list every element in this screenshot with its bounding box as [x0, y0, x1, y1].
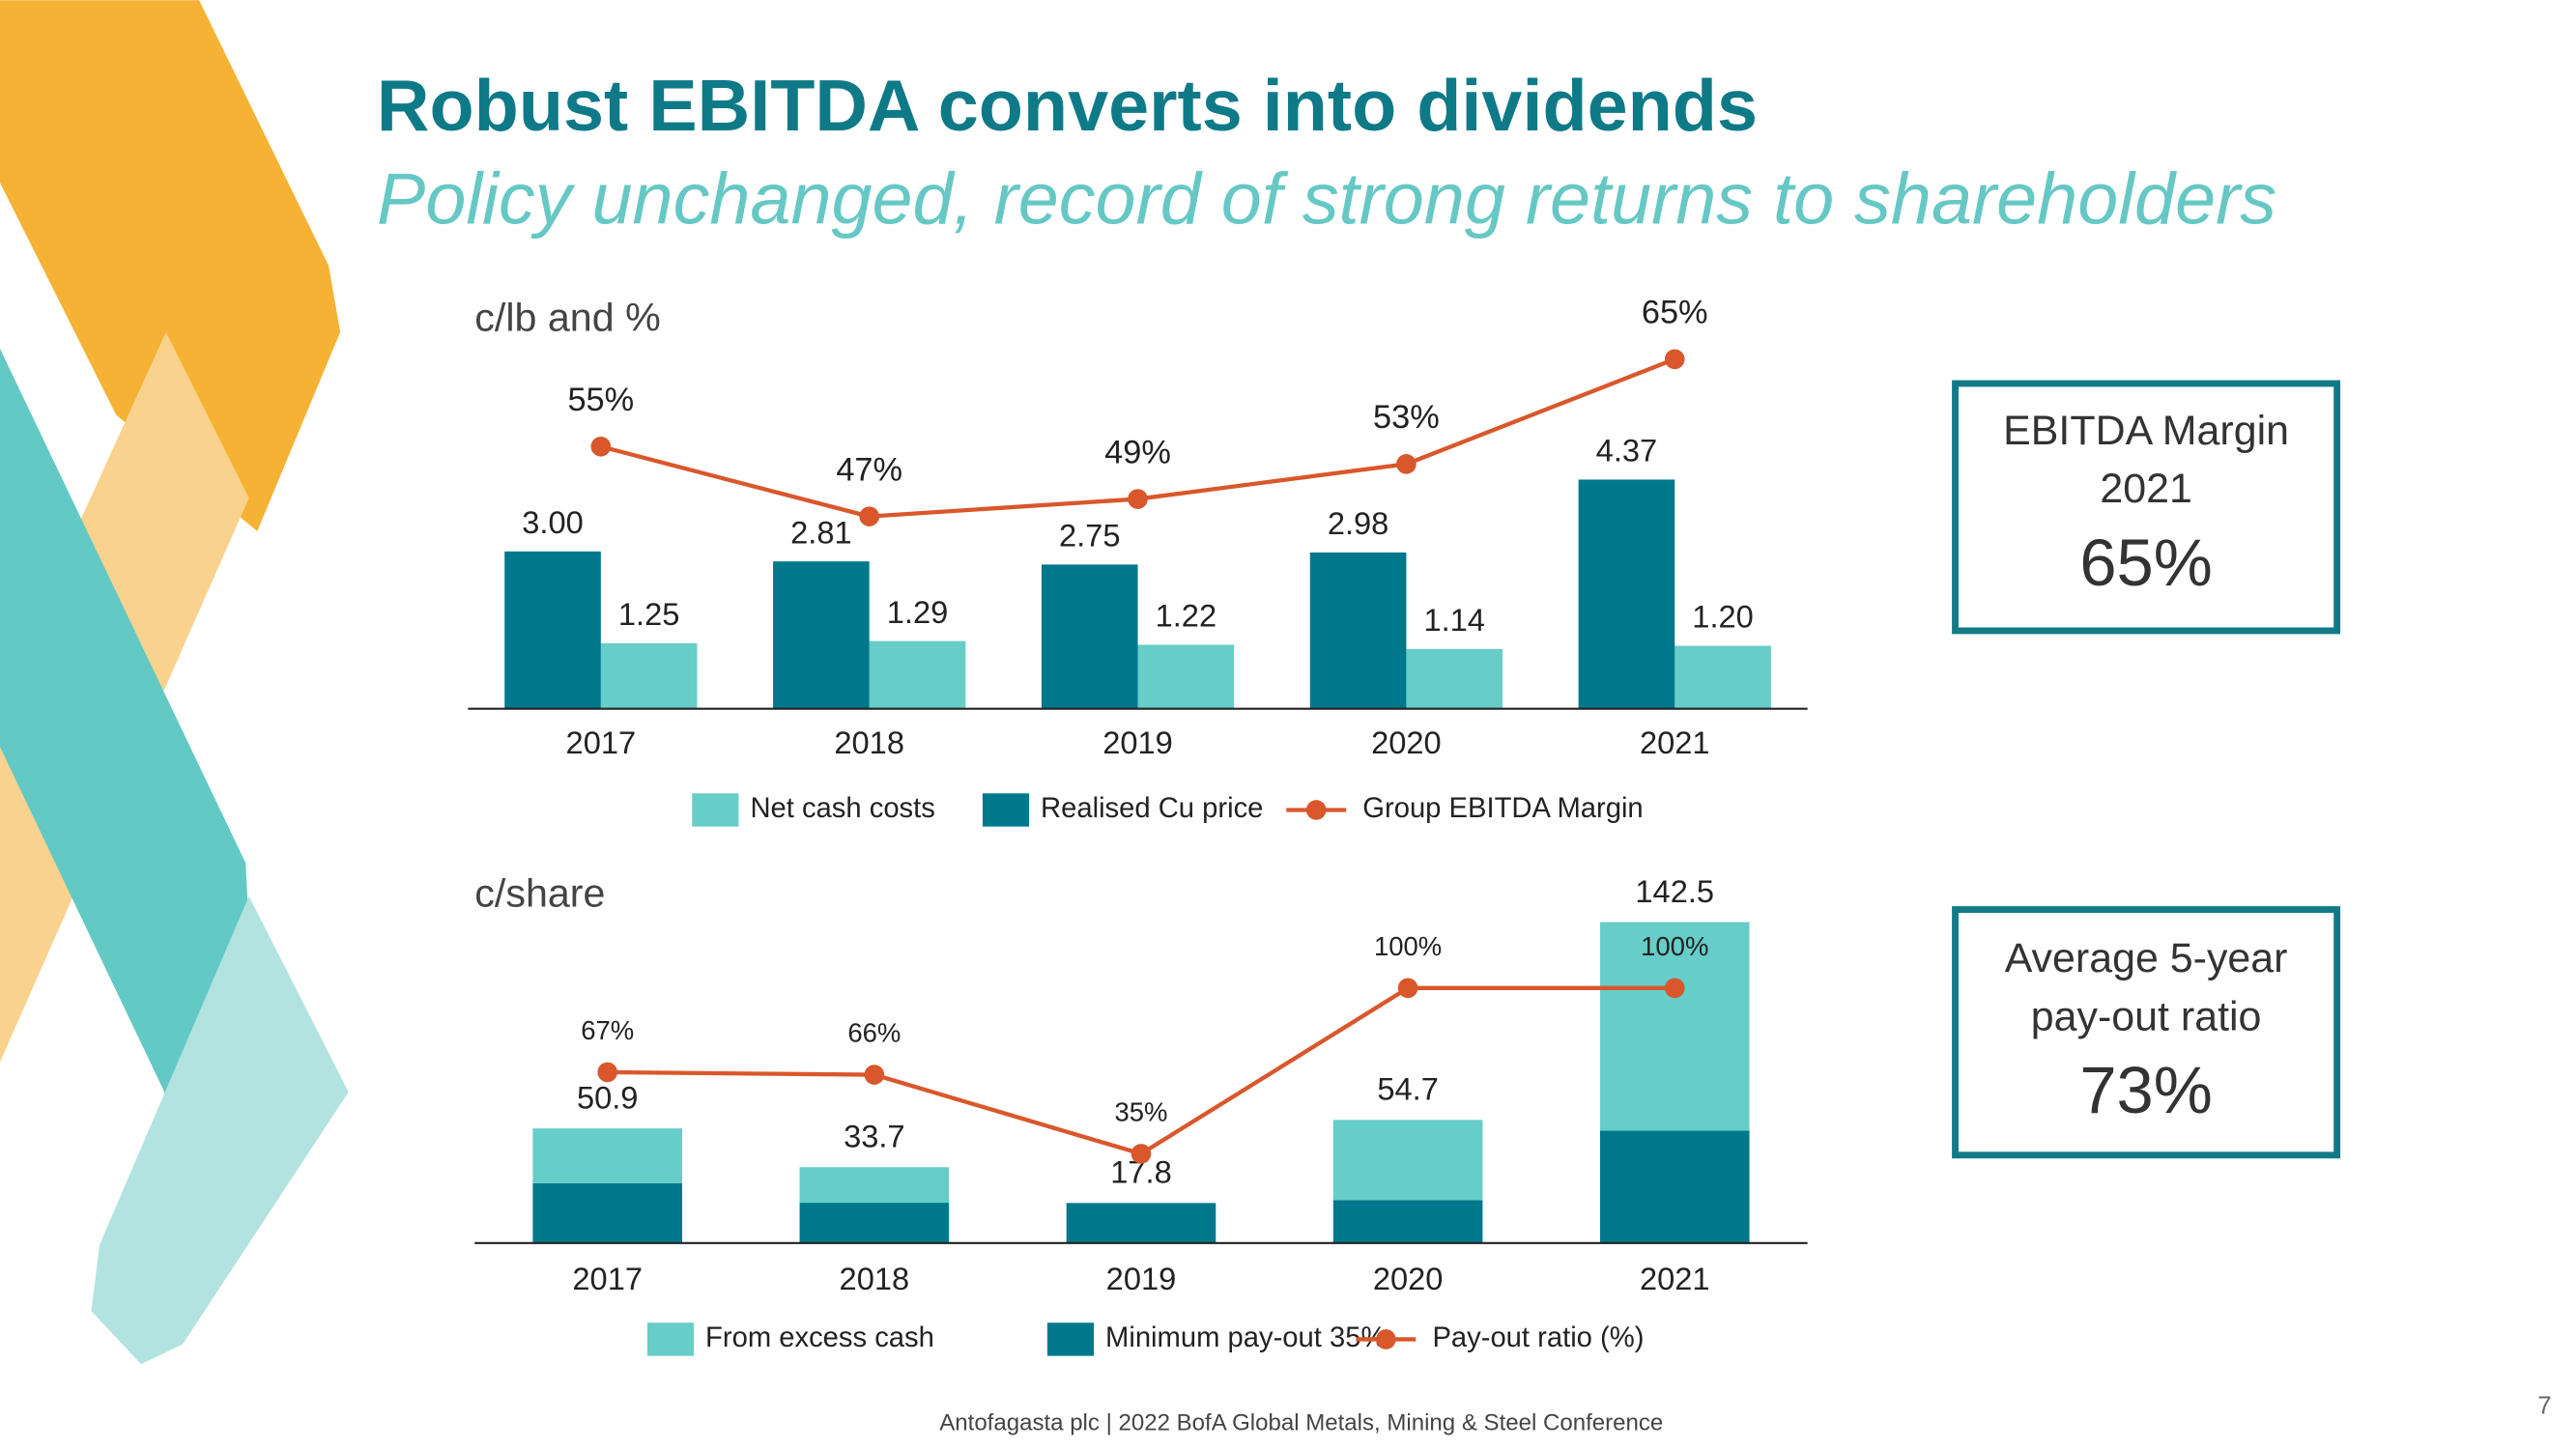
x-tick-label: 2017 [572, 1261, 643, 1296]
bar-segment [799, 1167, 950, 1204]
value-label: 1.25 [618, 596, 680, 632]
page-number: 7 [2537, 1393, 2551, 1420]
title: Robust EBITDA converts into dividends [377, 66, 1758, 147]
bar [1309, 552, 1407, 709]
ribbon [0, 348, 249, 1095]
legend-label: Pay-out ratio (%) [1432, 1322, 1644, 1353]
value-label: 47% [836, 451, 902, 488]
x-tick-label: 2018 [840, 1261, 910, 1296]
x-tick-label: 2019 [1106, 1261, 1177, 1296]
legend-swatch [982, 793, 1030, 827]
x-tick-label: 2021 [1640, 1261, 1710, 1296]
kpi-value: 65% [2079, 526, 2213, 600]
value-label: 55% [567, 382, 634, 418]
value-label: 1.20 [1692, 599, 1754, 635]
line-point [1664, 349, 1685, 370]
value-label: 2.75 [1059, 518, 1121, 554]
kpi-label: EBITDA Margin [2003, 408, 2289, 454]
chart-title: c/lb and % [474, 296, 660, 340]
value-label: 1.29 [887, 594, 949, 630]
bar-segment [532, 1182, 683, 1243]
value-label: 3.00 [522, 504, 584, 540]
line-point [1128, 489, 1148, 509]
line-point [859, 506, 879, 526]
ribbon [91, 895, 349, 1365]
value-label: 4.37 [1596, 433, 1658, 469]
value-label: 1.22 [1156, 598, 1217, 634]
total-label: 142.5 [1635, 873, 1714, 909]
value-label: 65% [1642, 294, 1708, 330]
value-label: 53% [1373, 399, 1440, 436]
value-label: 1.14 [1423, 602, 1485, 638]
value-label: 2.81 [790, 514, 851, 550]
line [607, 985, 1675, 1156]
footer: Antofagasta plc | 2022 BofA Global Metal… [939, 1409, 1663, 1435]
bar-segment [1599, 1130, 1750, 1243]
kpi-box [1952, 906, 2341, 1159]
legend-label: Net cash costs [750, 793, 934, 824]
line-point [1397, 978, 1418, 999]
line-point [597, 1062, 618, 1083]
kpi-value: 73% [2079, 1053, 2213, 1127]
kpi-box [1952, 380, 2341, 635]
bar [1041, 564, 1138, 709]
legend-label: Minimum pay-out 35% [1105, 1322, 1386, 1353]
bar-segment [1332, 1200, 1483, 1243]
x-tick-label: 2020 [1371, 724, 1442, 760]
bar [773, 561, 870, 709]
bar [504, 551, 601, 709]
x-tick-label: 2019 [1102, 724, 1173, 760]
bar [1578, 479, 1675, 709]
kpi-label: pay-out ratio [2031, 993, 2262, 1039]
legend-label: Group EBITDA Margin [1362, 793, 1643, 824]
legend-swatch [692, 793, 739, 827]
total-label: 33.7 [844, 1119, 904, 1154]
ribbon [0, 0, 341, 531]
legend-swatch [646, 1322, 695, 1356]
value-label: 2.98 [1328, 505, 1389, 541]
kpi-label: Average 5-year [2005, 935, 2288, 981]
line-point [1396, 454, 1417, 474]
bar-segment [532, 1128, 683, 1183]
value-label: 66% [847, 1018, 901, 1048]
chart-title: c/share [474, 871, 605, 916]
value-label: 100% [1374, 931, 1442, 961]
decoration [0, 0, 349, 1365]
legend-marker [1305, 800, 1327, 820]
legend-swatch [1046, 1322, 1095, 1356]
x-tick-label: 2018 [834, 724, 904, 760]
value-label: 100% [1641, 931, 1708, 961]
total-label: 54.7 [1377, 1071, 1439, 1107]
legend-marker [1376, 1329, 1396, 1350]
bar-segment [1332, 1120, 1483, 1201]
x-tick-label: 2021 [1640, 724, 1710, 760]
legend-label: From excess cash [705, 1322, 934, 1353]
subtitle: Policy unchanged, record of strong retur… [377, 158, 2276, 240]
x-tick-label: 2020 [1373, 1261, 1444, 1296]
bar-segment [1599, 922, 1750, 1131]
total-label: 50.9 [577, 1080, 639, 1116]
bar [600, 642, 698, 709]
value-label: 67% [581, 1015, 634, 1045]
value-label: 49% [1104, 434, 1171, 470]
line-point [1664, 978, 1685, 999]
x-tick-label: 2017 [566, 724, 637, 760]
bar-segment [1066, 1203, 1216, 1243]
bar-segment [799, 1203, 950, 1243]
line-point [1131, 1144, 1152, 1164]
bar [1406, 648, 1503, 709]
bar [1137, 644, 1235, 709]
bar [869, 640, 966, 709]
line-point [864, 1065, 885, 1085]
line-point [590, 436, 612, 457]
value-label: 35% [1114, 1096, 1167, 1126]
legend-label: Realised Cu price [1041, 793, 1263, 824]
kpi-label: 2021 [2100, 466, 2192, 512]
bar [1674, 645, 1771, 709]
